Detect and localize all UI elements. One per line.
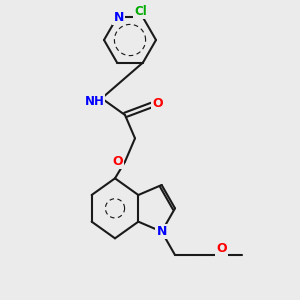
Text: O: O — [112, 155, 123, 168]
Text: NH: NH — [84, 94, 104, 107]
Text: O: O — [216, 242, 227, 256]
Text: Cl: Cl — [134, 5, 147, 18]
Text: N: N — [113, 11, 124, 24]
Text: N: N — [157, 225, 167, 238]
Text: O: O — [152, 97, 163, 110]
